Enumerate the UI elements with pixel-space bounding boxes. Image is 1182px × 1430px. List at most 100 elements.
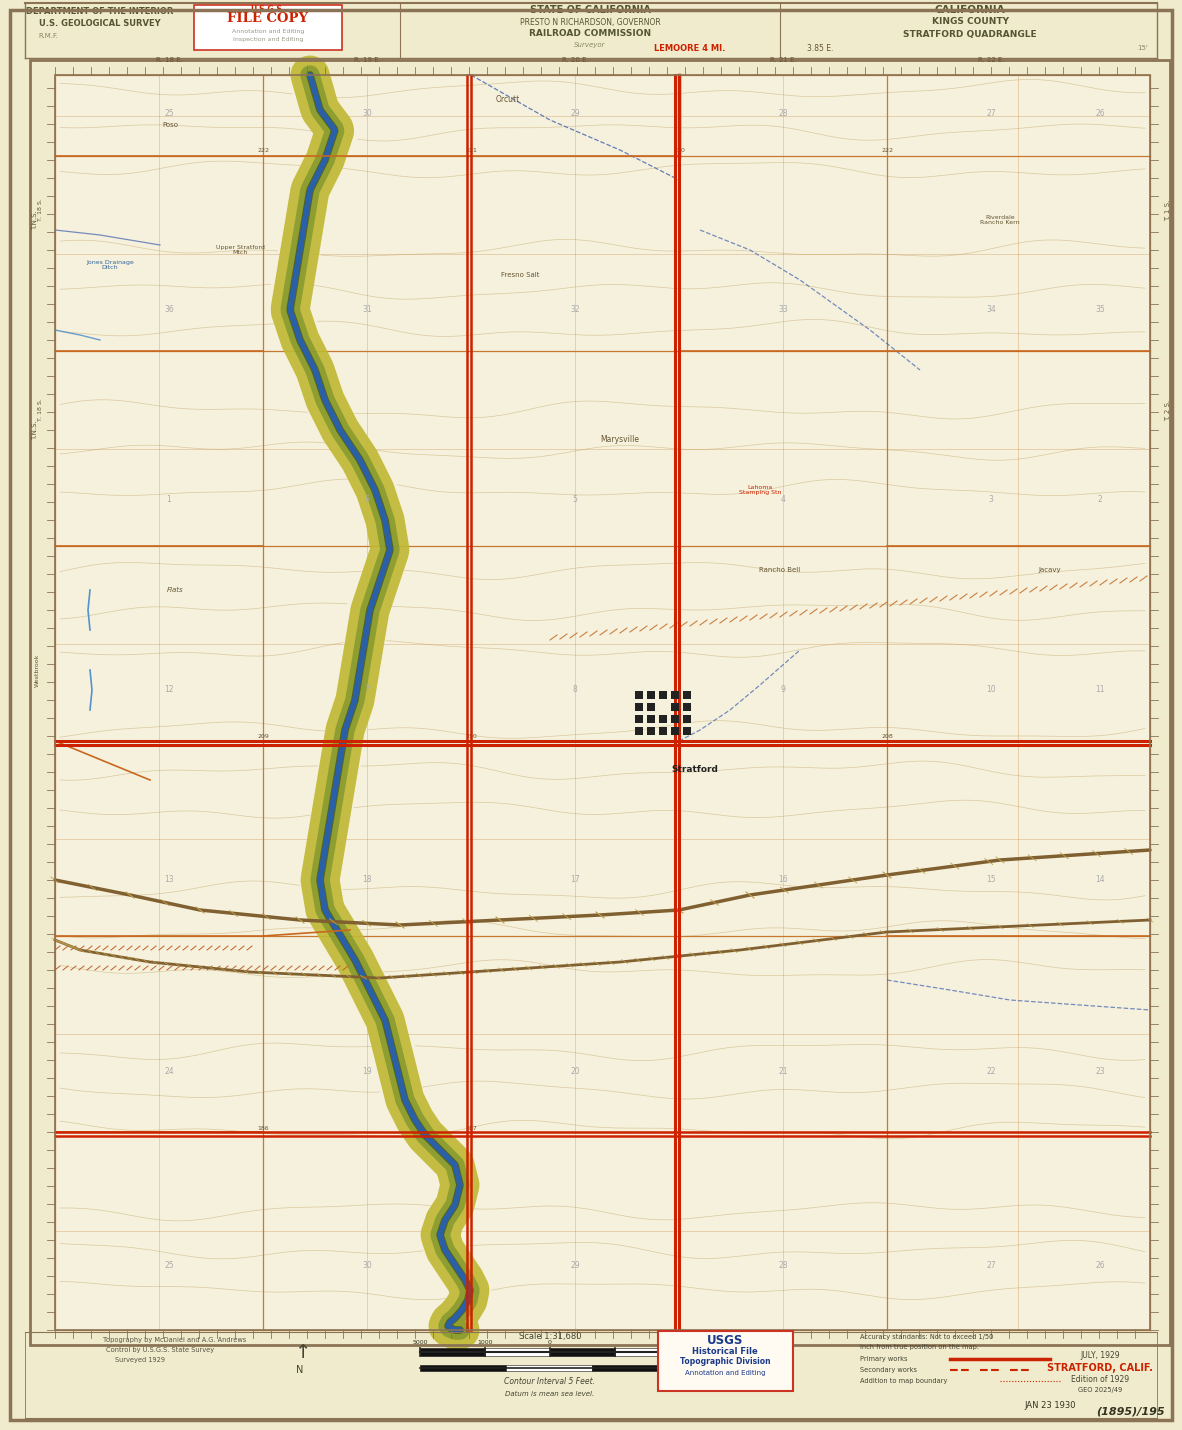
Text: R. 21 E.: R. 21 E. [769, 57, 797, 63]
Text: Scale 1:31,680: Scale 1:31,680 [519, 1333, 582, 1341]
Text: 30: 30 [362, 110, 372, 119]
Text: U.S. GEOLOGICAL SURVEY: U.S. GEOLOGICAL SURVEY [39, 20, 161, 29]
Bar [506, 1366, 592, 1371]
Text: 18: 18 [362, 875, 372, 885]
Text: 32: 32 [570, 306, 580, 315]
Bar [0, 0, 1182, 60]
Text: T. 18 S.: T. 18 S. [38, 399, 43, 422]
Text: 12: 12 [164, 685, 174, 695]
Text: Topographic Division: Topographic Division [680, 1357, 771, 1367]
Text: 0: 0 [548, 1340, 552, 1346]
Text: T.N.S.: T.N.S. [32, 420, 38, 440]
Bar [0, 1330, 1182, 1430]
Bar [485, 1348, 550, 1356]
Text: (1895)/195: (1895)/195 [1096, 1407, 1164, 1417]
Text: 186: 186 [258, 1125, 268, 1131]
Bar [30, 60, 1170, 1346]
Text: R. 22 E.: R. 22 E. [978, 57, 1005, 63]
Text: Accuracy standards: Not to exceed 1/50: Accuracy standards: Not to exceed 1/50 [860, 1334, 993, 1340]
Text: JAN 23 1930: JAN 23 1930 [1025, 1401, 1076, 1410]
Text: DEPARTMENT OF THE INTERIOR: DEPARTMENT OF THE INTERIOR [26, 7, 174, 17]
Text: Annotation and Editing: Annotation and Editing [684, 1370, 765, 1376]
Bar [660, 726, 667, 735]
Text: 31: 31 [362, 306, 372, 315]
Bar [615, 1348, 680, 1356]
Text: 35: 35 [1096, 306, 1105, 315]
Text: 34: 34 [986, 306, 996, 315]
Text: 222: 222 [881, 149, 892, 153]
Bar [635, 726, 643, 735]
Text: 5000: 5000 [413, 1340, 428, 1346]
Text: 208: 208 [881, 735, 892, 739]
Text: 9: 9 [780, 685, 785, 695]
Text: R. 18 E.: R. 18 E. [156, 57, 182, 63]
Text: 11: 11 [1096, 685, 1105, 695]
Text: Contour Interval 5 Feet.: Contour Interval 5 Feet. [505, 1377, 596, 1387]
Text: Annotation and Editing: Annotation and Editing [232, 30, 304, 34]
Text: STRATFORD QUADRANGLE: STRATFORD QUADRANGLE [903, 30, 1037, 39]
Bar [671, 691, 678, 699]
Bar [660, 691, 667, 699]
Text: 1 Kilometer: 1 Kilometer [662, 1358, 699, 1363]
Text: LEMOORE 4 MI.: LEMOORE 4 MI. [655, 44, 726, 53]
Text: GEO 2025/49: GEO 2025/49 [1078, 1387, 1122, 1393]
Text: 1 Mile: 1 Mile [670, 1340, 689, 1346]
Text: Stratford: Stratford [671, 765, 719, 775]
Text: 210: 210 [466, 735, 476, 739]
Text: 8: 8 [572, 685, 577, 695]
Bar [647, 691, 655, 699]
Text: 13: 13 [164, 875, 174, 885]
Bar [671, 726, 678, 735]
Text: R.M.F.: R.M.F. [38, 33, 58, 39]
Bar [671, 704, 678, 711]
Text: PRESTO N RICHARDSON, GOVERNOR: PRESTO N RICHARDSON, GOVERNOR [520, 17, 661, 27]
Text: Westbrook: Westbrook [34, 654, 39, 686]
Text: Riverdale
Rancho Kern: Riverdale Rancho Kern [980, 214, 1020, 226]
Text: USGS: USGS [707, 1334, 743, 1347]
Text: Poso: Poso [162, 122, 178, 129]
Text: 222: 222 [256, 149, 269, 153]
Text: Lahoma
Stamping Stn: Lahoma Stamping Stn [739, 485, 781, 495]
Text: 1000: 1000 [478, 1340, 493, 1346]
Text: Upper Stratford
Mtch: Upper Stratford Mtch [215, 245, 265, 256]
Text: N: N [297, 1366, 304, 1376]
Text: 27: 27 [986, 1260, 995, 1270]
Text: 17: 17 [570, 875, 580, 885]
Text: Edition of 1929: Edition of 1929 [1071, 1374, 1129, 1383]
Text: T. 1 S.: T. 1 S. [1165, 199, 1171, 220]
Text: Marysville: Marysville [600, 436, 639, 445]
Text: 15: 15 [986, 875, 995, 885]
Text: T.N.S.: T.N.S. [32, 210, 38, 230]
Text: 7: 7 [364, 685, 370, 695]
Text: 30: 30 [362, 1260, 372, 1270]
Bar [420, 1366, 506, 1371]
Text: 209: 209 [256, 735, 269, 739]
Text: Rancho Bell: Rancho Bell [759, 568, 800, 573]
Text: 26: 26 [1096, 1260, 1105, 1270]
Text: KINGS COUNTY: KINGS COUNTY [931, 17, 1008, 27]
Text: Topography by McDaniel and A.G. Andrews: Topography by McDaniel and A.G. Andrews [103, 1337, 247, 1343]
Text: FILE COPY: FILE COPY [227, 13, 309, 26]
Text: Secondary works: Secondary works [860, 1367, 917, 1373]
Bar [647, 704, 655, 711]
Text: 4: 4 [780, 496, 785, 505]
Text: Control by U.S.G.S. State Survey: Control by U.S.G.S. State Survey [106, 1347, 214, 1353]
Bar [660, 715, 667, 724]
Text: Orcutt: Orcutt [496, 96, 520, 104]
Text: 26: 26 [1096, 110, 1105, 119]
Text: 14: 14 [1096, 875, 1105, 885]
Text: Inspection and Editing: Inspection and Editing [233, 37, 304, 43]
Text: JULY, 1929: JULY, 1929 [1080, 1351, 1119, 1360]
Text: 28: 28 [778, 110, 787, 119]
Text: 36: 36 [164, 306, 174, 315]
Text: 22: 22 [986, 1068, 995, 1077]
Text: T. 2 S.: T. 2 S. [1165, 399, 1171, 420]
Text: 3.85 E.: 3.85 E. [807, 44, 833, 53]
Text: Jones Drainage
Ditch: Jones Drainage Ditch [86, 260, 134, 270]
FancyBboxPatch shape [657, 1330, 792, 1390]
Text: STRATFORD, CALIF.: STRATFORD, CALIF. [1047, 1363, 1152, 1373]
Bar [420, 1348, 485, 1356]
Text: STATE OF CALIFORNIA: STATE OF CALIFORNIA [530, 4, 650, 14]
Text: U.S.G.S.: U.S.G.S. [251, 4, 285, 13]
Text: 16: 16 [778, 875, 788, 885]
